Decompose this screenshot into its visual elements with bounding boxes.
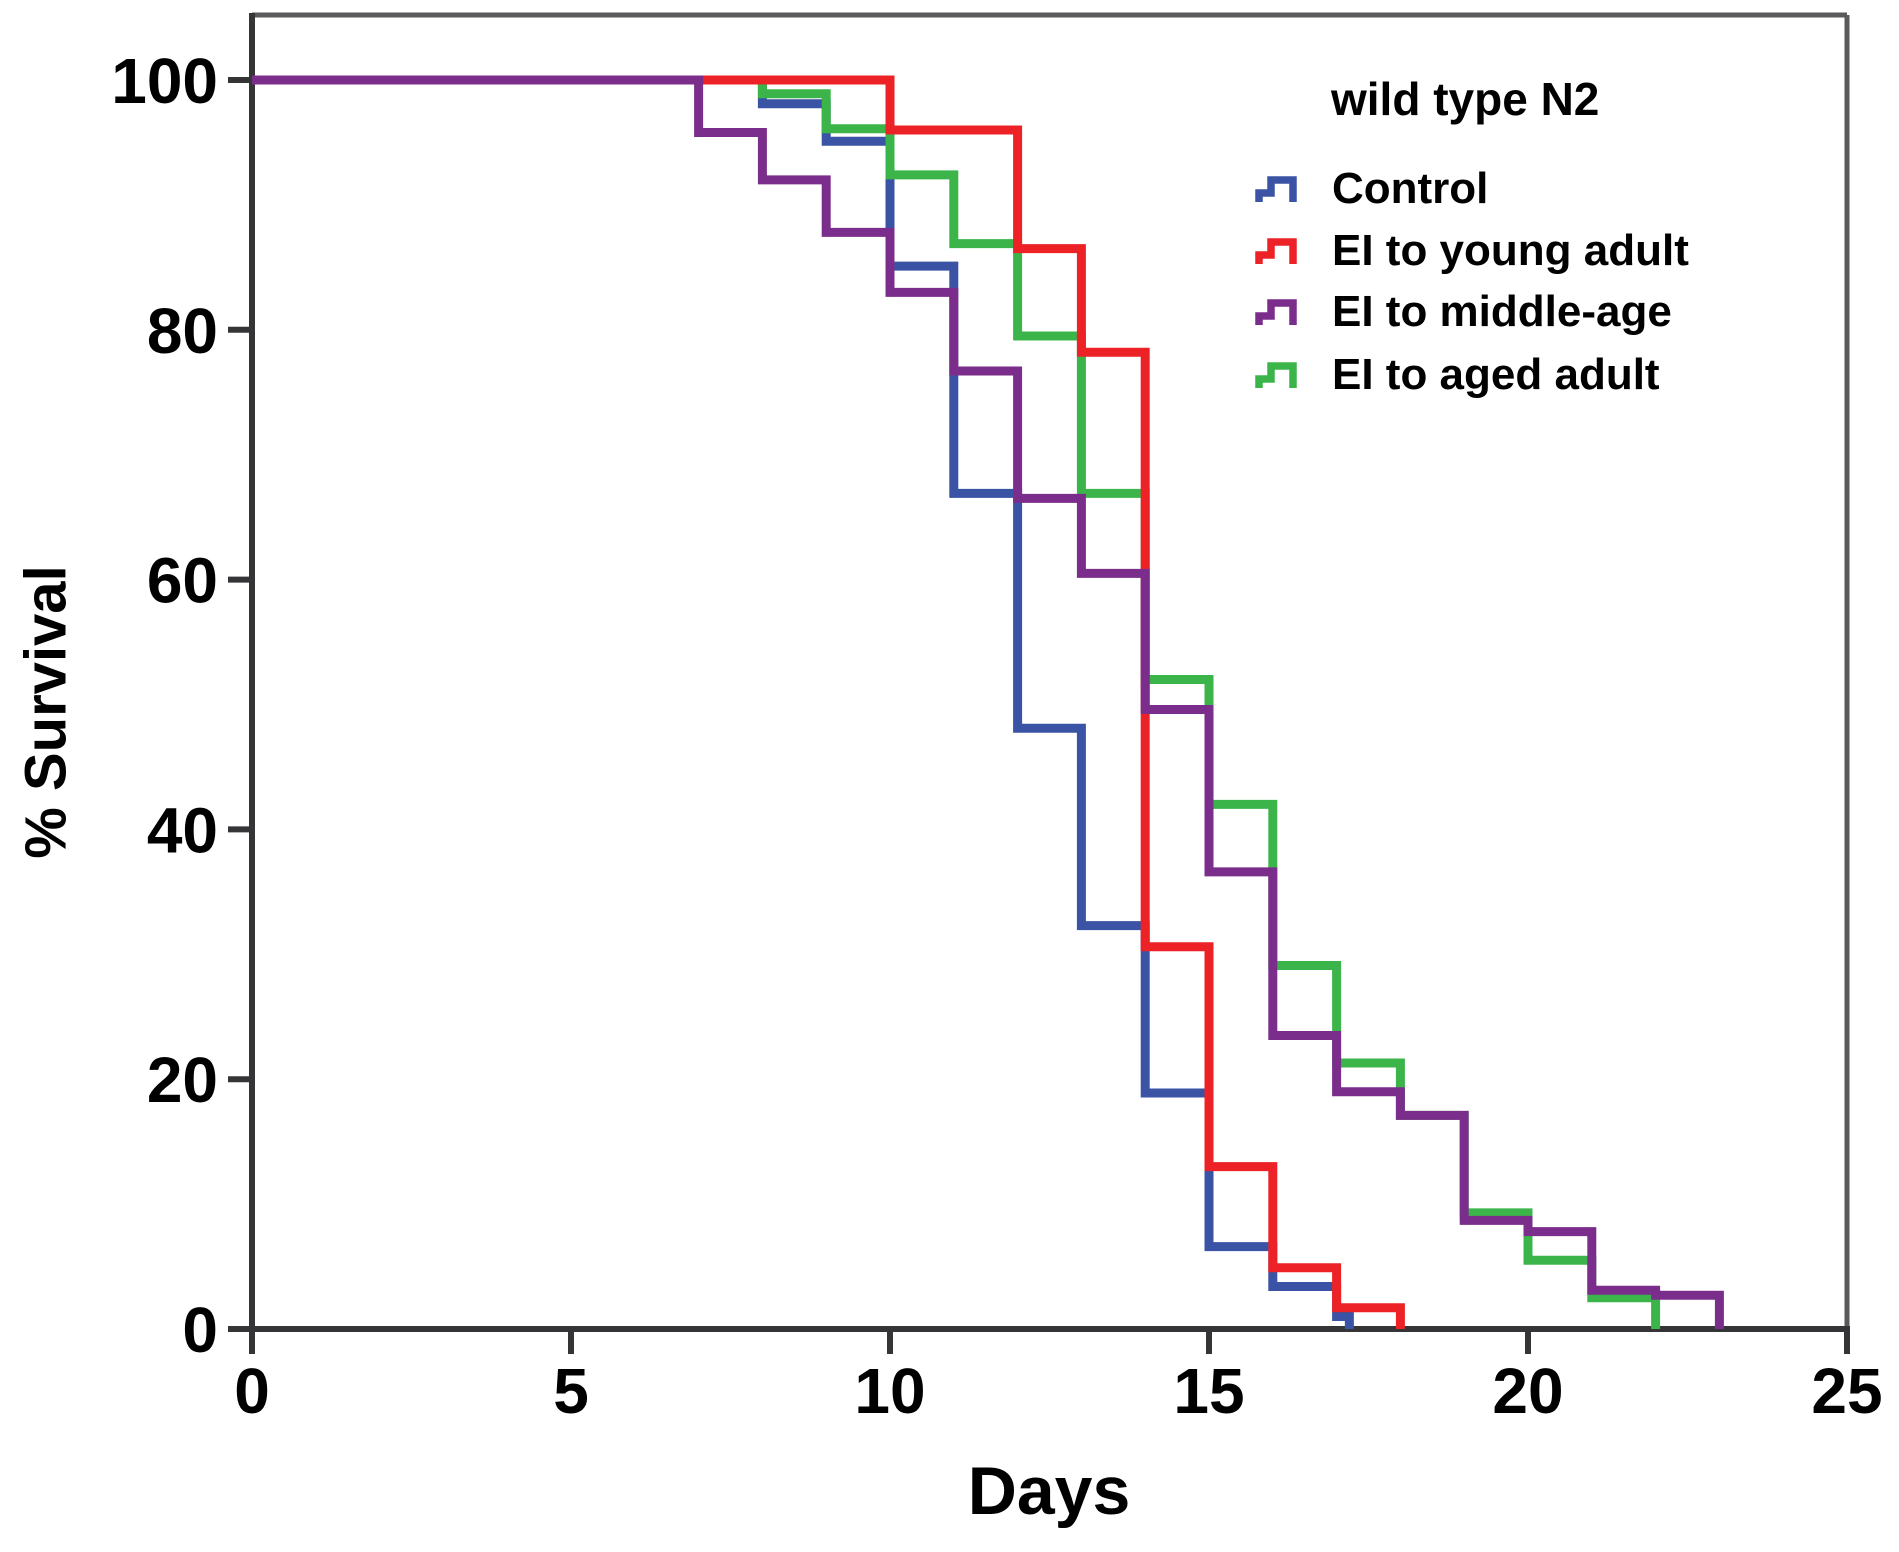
legend-label-control: Control (1332, 164, 1489, 213)
legend-swatch-ei-to-aged-adult-icon (1255, 362, 1297, 388)
legend-swatch-ei-to-middle-age-icon (1255, 299, 1297, 325)
legend-item-ei-to-middle-age: EI to middle-age (1255, 286, 1672, 338)
x-tick-label-25: 25 (1811, 1355, 1882, 1427)
x-tick-label-20: 20 (1492, 1355, 1563, 1427)
legend-label-ei-to-aged-adult: EI to aged adult (1332, 350, 1660, 399)
y-tick-label-20: 20 (147, 1044, 218, 1116)
x-tick-label-5: 5 (553, 1355, 589, 1427)
y-axis-title: % Survival (13, 565, 79, 859)
curve-control (252, 75, 1354, 1329)
legend-item-ei-to-young-adult: EI to young adult (1255, 225, 1689, 277)
x-tick-label-15: 15 (1173, 1355, 1244, 1427)
curve-ei-to-middle-age (252, 75, 1724, 1329)
legend-label-ei-to-middle-age: EI to middle-age (1332, 287, 1672, 336)
legend-title: wild type N2 (1331, 73, 1600, 125)
legend-label-ei-to-young-adult: EI to young adult (1332, 226, 1689, 275)
y-tick-label-80: 80 (147, 295, 218, 367)
legend-swatch-ei-to-young-adult-icon (1255, 238, 1297, 264)
legend-item-control: Control (1255, 163, 1488, 215)
x-axis-title: Days (967, 1453, 1131, 1529)
curve-ei-to-young-adult (252, 75, 1405, 1329)
y-tick-label-100: 100 (111, 45, 218, 117)
x-tick-label-10: 10 (854, 1355, 925, 1427)
y-tick-label-60: 60 (147, 545, 218, 617)
x-tick-label-0: 0 (234, 1355, 270, 1427)
y-tick-label-40: 40 (147, 794, 218, 866)
legend-item-ei-to-aged-adult: EI to aged adult (1255, 349, 1660, 401)
y-tick-label-0: 0 (182, 1294, 218, 1366)
legend-swatch-control-icon (1255, 176, 1297, 202)
